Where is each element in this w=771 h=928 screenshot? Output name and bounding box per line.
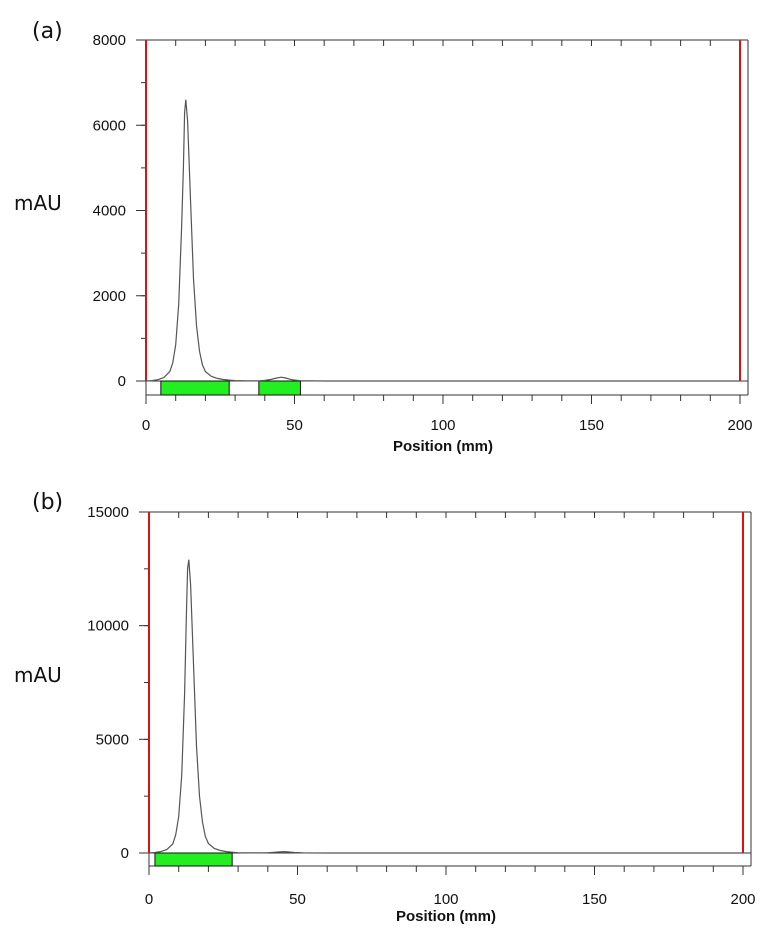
series-line [148,559,743,854]
x-tick-label: 100 [430,417,455,434]
y-tick-label: 10000 [87,618,129,635]
x-tick-label: 0 [142,417,150,434]
x-axis-label: Position (mm) [396,908,496,925]
y-tick-label: 2000 [93,288,126,305]
y-axis-label: mAU [14,191,62,215]
integration-band [154,852,233,867]
y-tick-label: 6000 [93,117,126,134]
x-tick-label: 200 [730,891,755,908]
x-tick-label: 150 [582,891,607,908]
panel-label: (b) [32,490,63,515]
x-tick-label: 150 [579,417,604,434]
y-tick-label: 0 [121,845,129,862]
x-tick-label: 100 [433,891,458,908]
integration-band [258,380,301,396]
integration-band [160,380,230,396]
y-axis-label: mAU [14,663,62,687]
x-tick-label: 200 [727,417,752,434]
panel-label: (a) [32,19,63,44]
series-line [145,99,740,382]
x-tick-label: 50 [286,417,303,434]
y-tick-label: 8000 [93,32,126,49]
x-tick-label: 50 [289,891,306,908]
y-tick-label: 0 [118,373,126,390]
chart-panel-a: (a) mAU Position (mm) 0 50 100 150 200020004… [14,19,753,455]
chart-panel-b: (b) mAU Position (mm) 0 50 100 150 200 0 5000 1… [14,490,756,925]
y-tick-label: 4000 [93,203,126,220]
x-axis-label: Position (mm) [393,438,493,455]
y-tick-label: 5000 [96,731,129,748]
y-tick-label: 15000 [87,504,129,521]
x-tick-label: 0 [145,891,153,908]
